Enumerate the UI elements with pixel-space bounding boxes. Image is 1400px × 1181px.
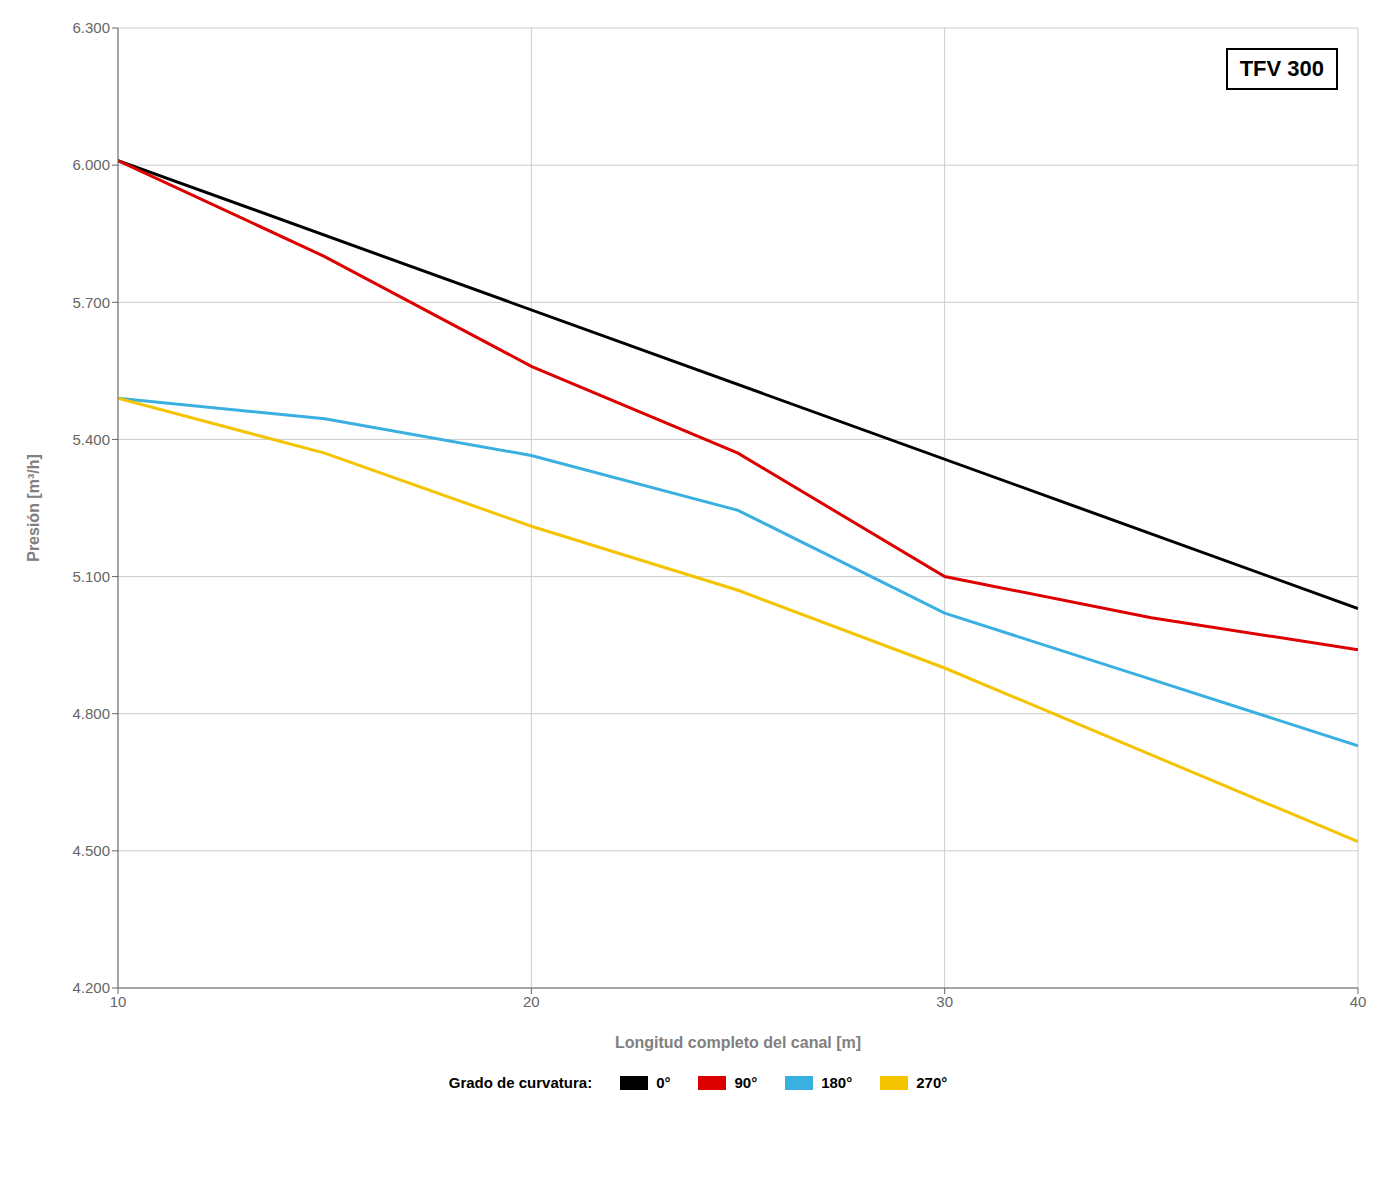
- svg-text:40: 40: [1350, 993, 1367, 1010]
- html-text:90°: 90°: [734, 1074, 758, 1091]
- svg-text:5.100: 5.100: [72, 568, 110, 585]
- html-text:TFV 300: TFV 300: [1239, 56, 1324, 81]
- svg-text:5.700: 5.700: [72, 294, 110, 311]
- svg-text:5.400: 5.400: [72, 431, 110, 448]
- svg-text:4.800: 4.800: [72, 705, 110, 722]
- html-text:0°: 0°: [656, 1074, 671, 1091]
- html-text:Grado de curvatura:: Grado de curvatura:: [448, 1074, 593, 1091]
- html-text:270°: 270°: [916, 1074, 948, 1091]
- html-text:180°: 180°: [821, 1074, 853, 1091]
- svg-text:6.300: 6.300: [72, 19, 110, 36]
- svg-text:20: 20: [523, 993, 540, 1010]
- svg-text:4.500: 4.500: [72, 842, 110, 859]
- svg-text:Presión [m³/h]: Presión [m³/h]: [25, 454, 42, 562]
- svg-text:10: 10: [110, 993, 127, 1010]
- svg-text:Longitud completo del canal [m: Longitud completo del canal [m]: [615, 1034, 861, 1051]
- svg-text:6.000: 6.000: [72, 156, 110, 173]
- svg-text:30: 30: [936, 993, 953, 1010]
- svg-text:4.200: 4.200: [72, 979, 110, 996]
